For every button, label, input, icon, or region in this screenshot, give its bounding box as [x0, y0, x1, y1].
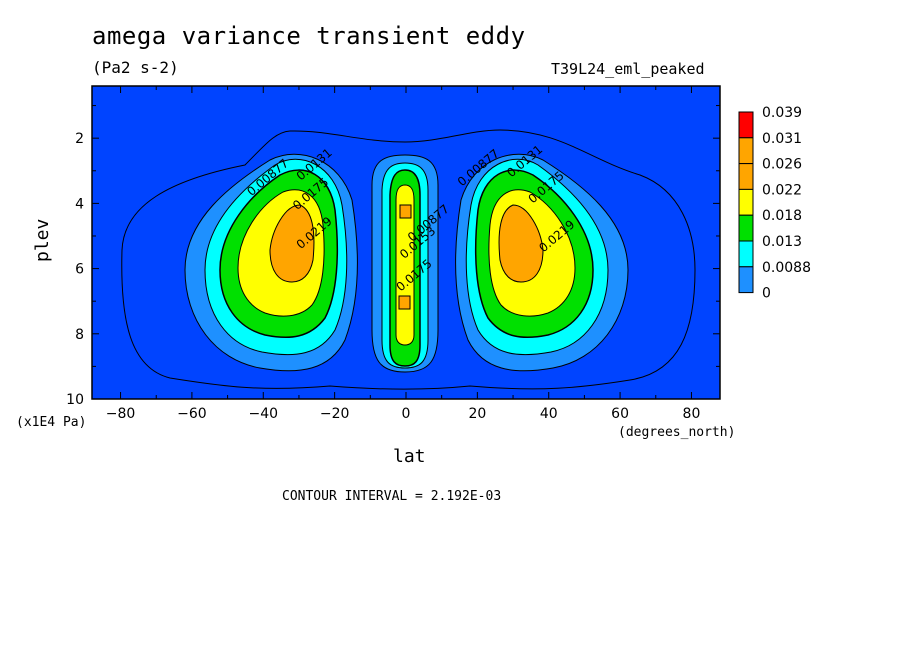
contour-fill-outer — [121, 129, 696, 390]
y-tick-label: 6 — [75, 262, 84, 278]
colorbar-swatch — [738, 163, 754, 190]
colorbar-swatch — [738, 266, 754, 294]
colorbar-label: 0.026 — [762, 157, 802, 173]
x-axis-label: lat — [393, 446, 426, 467]
chart-title: amega variance transient eddy — [92, 22, 526, 50]
x-tick-label: −60 — [177, 406, 207, 422]
x-axis-units: (degrees_north) — [618, 425, 736, 440]
x-tick-label: 20 — [468, 406, 486, 422]
colorbar-label: 0 — [762, 286, 771, 302]
x-tick-label: 60 — [611, 406, 629, 422]
contour-fill-north-5 — [498, 204, 544, 283]
x-tick-label: −20 — [320, 406, 350, 422]
contour-fill-equator-6 — [398, 295, 411, 310]
x-tick-label: 0 — [402, 406, 411, 422]
colorbar-swatch — [738, 214, 754, 242]
contour-interval: CONTOUR INTERVAL = 2.192E-03 — [282, 489, 502, 504]
x-tick-label: 40 — [540, 406, 558, 422]
x-tick-label: −80 — [106, 406, 136, 422]
colorbar-swatch — [738, 111, 754, 139]
colorbar-label: 0.022 — [762, 182, 802, 198]
colorbar-label: 0.039 — [762, 105, 802, 121]
colorbar-label: 0.013 — [762, 234, 802, 250]
colorbar: 0.039 0.031 0.026 0.022 0.018 0.013 0.0088 0 — [738, 105, 811, 302]
contour-fill-south-5 — [269, 204, 315, 283]
colorbar-swatch — [738, 240, 754, 268]
colorbar-swatch — [738, 188, 754, 216]
colorbar-label: 0.0088 — [762, 260, 811, 276]
chart-units: (Pa2 s-2) — [92, 58, 179, 77]
x-tick-label: −40 — [248, 406, 278, 422]
contour-fill-equator-5 — [399, 204, 412, 219]
y-tick-label: 4 — [75, 196, 84, 212]
y-tick-label: 10 — [66, 392, 84, 408]
colorbar-swatch — [738, 137, 754, 165]
y-axis-units: (x1E4 Pa) — [16, 415, 87, 430]
colorbar-label: 0.031 — [762, 131, 802, 147]
experiment-label: T39L24_eml_peaked — [551, 60, 705, 78]
x-tick-label: 80 — [683, 406, 701, 422]
y-tick-label: 8 — [75, 327, 84, 343]
y-tick-label: 2 — [75, 131, 84, 147]
y-axis-label: plev — [32, 218, 53, 262]
colorbar-label: 0.018 — [762, 208, 802, 224]
